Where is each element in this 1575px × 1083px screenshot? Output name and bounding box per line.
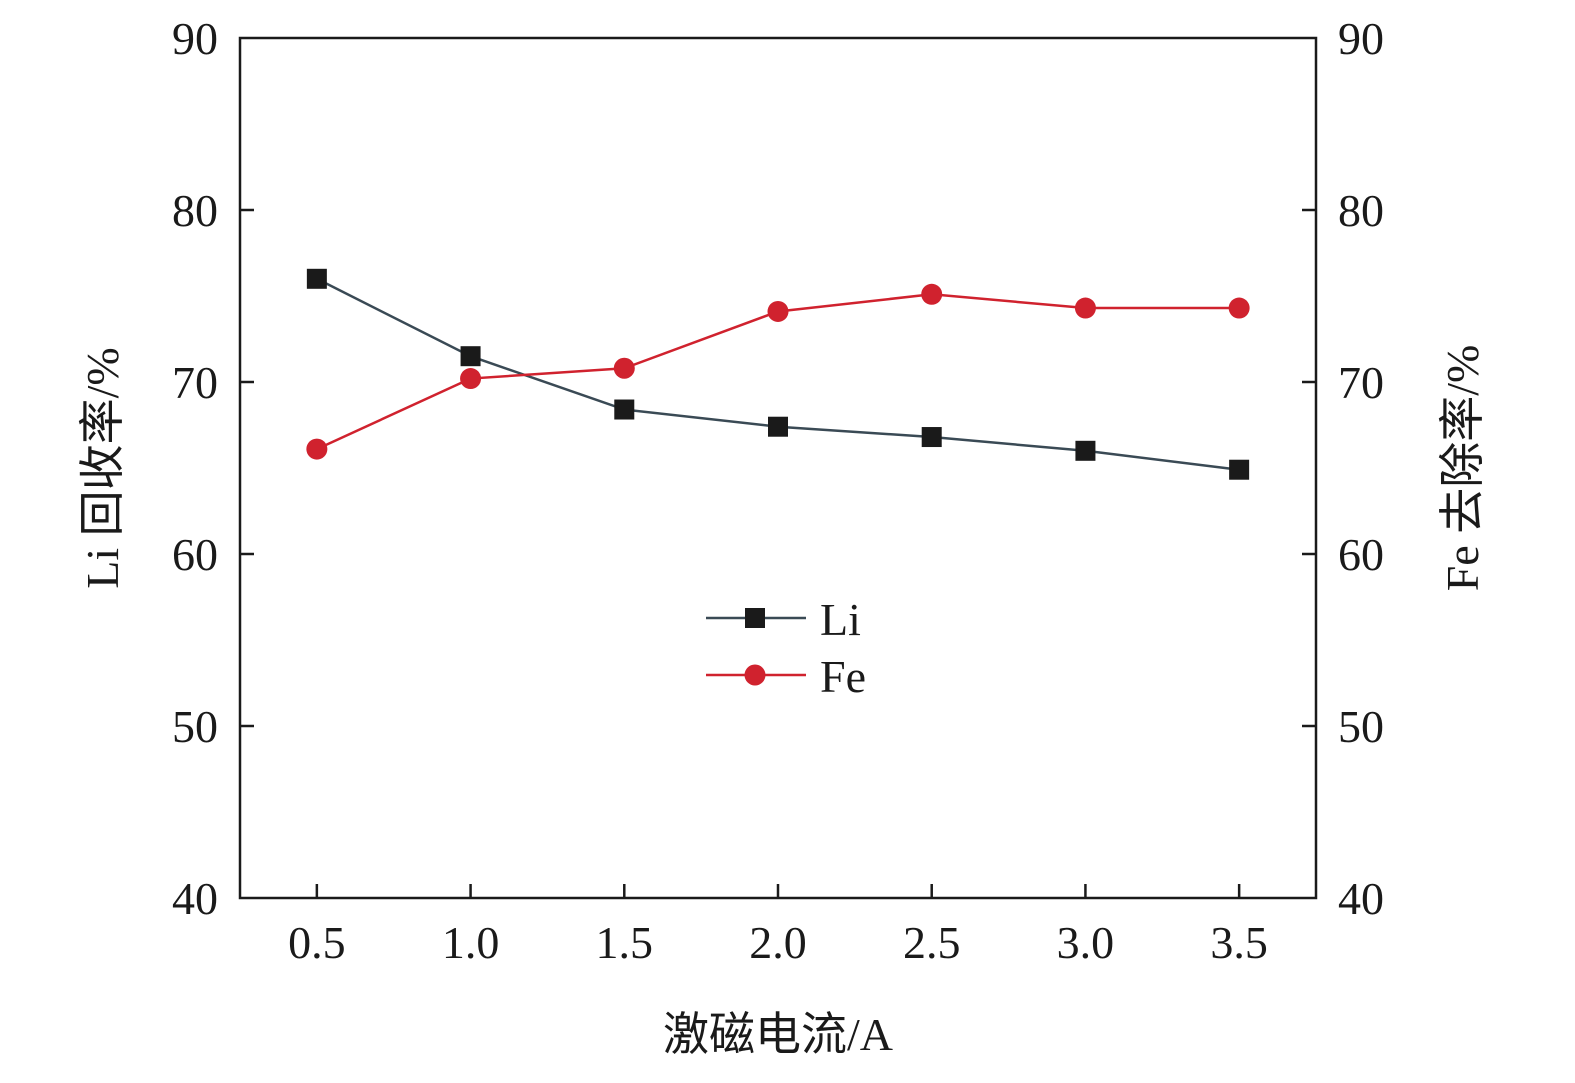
series-fe-point [306,438,328,460]
series-group [306,268,1250,480]
plot-frame [238,36,1318,900]
axes [238,36,1318,900]
y-right-tick-label: 80 [1338,185,1384,236]
y-axis-left-title: Li 回收率/% [77,347,128,588]
series-li-point [768,416,788,437]
x-tick-label: 1.5 [596,917,654,968]
tick-marks: 40 40 50 50 60 60 70 70 80 80 90 90 0.5 1.0 1.5 2.0 2.5 3… [172,13,1384,968]
y-right-tick-label: 40 [1338,873,1384,924]
series-fe-point [460,368,482,390]
x-tick-label: 1.0 [442,917,500,968]
series-fe-point [1074,297,1096,319]
x-tick-label: 0.5 [288,917,346,968]
y-right-tick-label: 60 [1338,529,1384,580]
legend: Li Fe [706,594,866,702]
series-li-point [306,268,327,289]
series-li-point [921,427,942,448]
series-fe-point [1228,297,1250,319]
series-li-point [1229,459,1250,480]
y-left-tick-label: 60 [172,529,218,580]
y-right-tick-label: 70 [1338,357,1384,408]
series-fe-point [921,283,943,305]
y-left-tick-label: 50 [172,701,218,752]
series-fe-point [767,300,789,322]
x-tick-label: 3.5 [1210,917,1268,968]
x-tick-label: 2.5 [903,917,961,968]
series-li-point [1075,440,1096,461]
legend-li-label: Li [820,594,861,645]
series-fe-point [613,357,635,379]
y-right-tick-label: 90 [1338,13,1384,64]
y-left-tick-label: 40 [172,873,218,924]
legend-li-marker [745,608,765,628]
x-tick-label: 2.0 [749,917,807,968]
series-li-point [614,399,635,420]
x-axis-title: 激磁电流/A [663,1009,893,1060]
legend-fe-marker [744,664,766,686]
y-left-tick-label: 80 [172,185,218,236]
legend-fe-label: Fe [820,651,866,702]
y-left-tick-label: 70 [172,357,218,408]
y-axis-right-title: Fe 去除率/% [1437,345,1488,592]
y-right-tick-label: 50 [1338,701,1384,752]
y-left-tick-label: 90 [172,13,218,64]
series-li-point [460,346,481,367]
x-tick-label: 3.0 [1057,917,1115,968]
